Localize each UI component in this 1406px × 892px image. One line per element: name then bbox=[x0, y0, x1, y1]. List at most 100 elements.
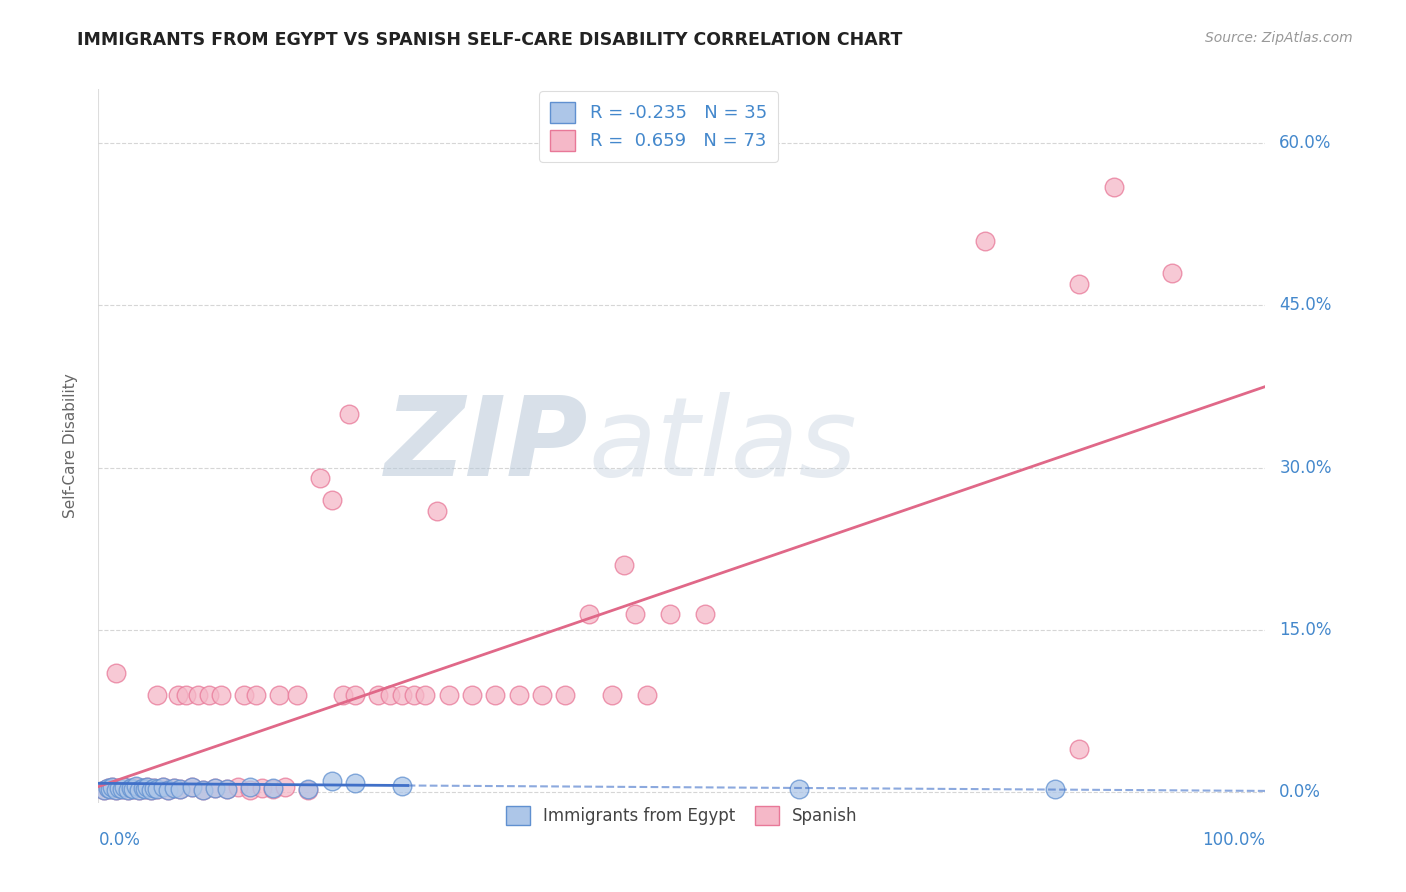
Point bbox=[104, 666, 127, 681]
Point bbox=[321, 493, 343, 508]
Point bbox=[239, 780, 262, 794]
Point bbox=[134, 781, 156, 796]
Point bbox=[344, 776, 367, 790]
Point bbox=[101, 780, 124, 794]
Point bbox=[146, 781, 169, 796]
Text: 0.0%: 0.0% bbox=[1279, 783, 1322, 801]
Point bbox=[193, 782, 215, 797]
Text: 15.0%: 15.0% bbox=[1279, 621, 1331, 639]
Text: ZIP: ZIP bbox=[385, 392, 589, 500]
Point bbox=[97, 780, 120, 795]
Point bbox=[120, 780, 142, 795]
Point bbox=[117, 782, 139, 797]
Point bbox=[122, 781, 145, 796]
Point bbox=[391, 779, 413, 793]
Point bbox=[157, 782, 180, 797]
Point bbox=[146, 781, 169, 796]
Point bbox=[157, 782, 180, 797]
Point bbox=[143, 780, 166, 795]
Point bbox=[215, 781, 238, 796]
Point bbox=[93, 782, 115, 797]
Point bbox=[613, 558, 636, 572]
Point bbox=[108, 780, 131, 795]
Point bbox=[193, 782, 215, 797]
Point bbox=[624, 607, 647, 621]
Point bbox=[426, 504, 449, 518]
Point bbox=[1067, 277, 1090, 291]
Point bbox=[245, 688, 267, 702]
Text: 100.0%: 100.0% bbox=[1202, 831, 1265, 849]
Point bbox=[297, 781, 319, 796]
Point bbox=[695, 607, 717, 621]
Point bbox=[367, 688, 389, 702]
Point bbox=[262, 781, 284, 796]
Point bbox=[636, 688, 658, 702]
Point bbox=[578, 607, 600, 621]
Point bbox=[344, 688, 367, 702]
Point bbox=[139, 782, 162, 797]
Point bbox=[1067, 741, 1090, 756]
Point bbox=[402, 688, 425, 702]
Point bbox=[98, 781, 121, 796]
Point bbox=[337, 407, 360, 421]
Point bbox=[1045, 781, 1067, 796]
Point bbox=[204, 780, 226, 795]
Point bbox=[508, 688, 530, 702]
Text: IMMIGRANTS FROM EGYPT VS SPANISH SELF-CARE DISABILITY CORRELATION CHART: IMMIGRANTS FROM EGYPT VS SPANISH SELF-CA… bbox=[77, 31, 903, 49]
Point bbox=[554, 688, 576, 702]
Point bbox=[484, 688, 506, 702]
Point bbox=[297, 782, 319, 797]
Point bbox=[250, 780, 273, 795]
Point bbox=[391, 688, 413, 702]
Y-axis label: Self-Care Disability: Self-Care Disability bbox=[63, 374, 77, 518]
Point bbox=[139, 782, 162, 797]
Legend: Immigrants from Egypt, Spanish: Immigrants from Egypt, Spanish bbox=[498, 797, 866, 834]
Point bbox=[461, 688, 484, 702]
Point bbox=[169, 781, 191, 796]
Point bbox=[132, 780, 155, 795]
Text: atlas: atlas bbox=[589, 392, 858, 500]
Point bbox=[112, 780, 135, 794]
Point bbox=[146, 688, 169, 702]
Point bbox=[209, 688, 232, 702]
Point bbox=[1161, 266, 1184, 280]
Point bbox=[136, 780, 159, 794]
Point bbox=[128, 782, 150, 797]
Point bbox=[530, 688, 553, 702]
Point bbox=[134, 781, 156, 796]
Point bbox=[169, 781, 191, 796]
Point bbox=[152, 780, 174, 794]
Point bbox=[104, 782, 127, 797]
Point bbox=[104, 782, 127, 797]
Point bbox=[215, 781, 238, 796]
Point bbox=[228, 780, 250, 794]
Text: 60.0%: 60.0% bbox=[1279, 135, 1331, 153]
Point bbox=[787, 781, 810, 796]
Point bbox=[136, 780, 159, 794]
Point bbox=[143, 780, 166, 795]
Point bbox=[180, 780, 202, 794]
Point bbox=[309, 471, 332, 485]
Point bbox=[111, 781, 134, 796]
Text: 45.0%: 45.0% bbox=[1279, 296, 1331, 315]
Point bbox=[97, 780, 120, 795]
Point bbox=[380, 688, 402, 702]
Point bbox=[166, 688, 188, 702]
Point bbox=[128, 782, 150, 797]
Point bbox=[120, 780, 142, 795]
Point bbox=[233, 688, 256, 702]
Point bbox=[974, 234, 997, 248]
Point bbox=[112, 780, 135, 794]
Point bbox=[152, 780, 174, 794]
Point bbox=[332, 688, 354, 702]
Point bbox=[239, 782, 262, 797]
Point bbox=[1102, 179, 1125, 194]
Point bbox=[101, 780, 124, 794]
Point bbox=[117, 782, 139, 797]
Point bbox=[413, 688, 436, 702]
Point bbox=[437, 688, 460, 702]
Point bbox=[180, 780, 202, 794]
Point bbox=[600, 688, 623, 702]
Point bbox=[321, 774, 343, 789]
Text: 30.0%: 30.0% bbox=[1279, 458, 1331, 476]
